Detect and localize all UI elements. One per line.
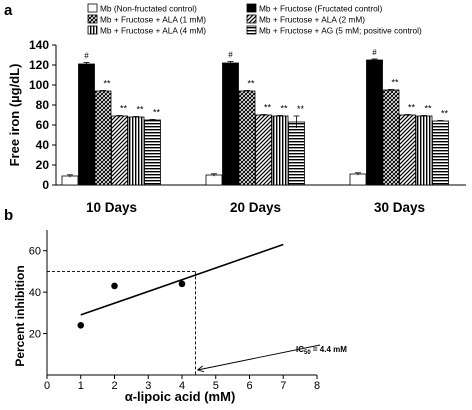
x-tick-label-b: 0 [44,380,50,392]
y-axis-label-b: Percent inhibition [13,265,27,366]
data-point [111,282,118,290]
significance-mark: ** [153,108,161,118]
x-categories-a: 10 Days 20 Days 30 Days [86,200,425,215]
bar [61,175,79,186]
x-category-label: 10 Days [86,200,137,215]
bar [382,89,400,186]
bar [432,120,449,186]
y-tick-label: 0 [42,178,49,192]
legend-swatch [87,14,98,24]
y-tick-label: 100 [29,78,49,92]
significance-mark: ** [280,104,288,114]
x-tick-label-b: 3 [145,380,151,392]
legend-swatch [87,25,98,35]
legend-swatch [87,3,98,13]
y-ticks-a: 0 20 40 60 80 100 120 140 [29,38,56,192]
y-tick-label: 60 [36,118,50,132]
significance-mark: ** [408,103,416,113]
y-tick-label: 120 [29,58,49,72]
bar [399,114,416,186]
y-tick-label-b: 60 [29,246,41,258]
x-category-label: 30 Days [374,200,425,215]
legend: Mb (Non-fructated control) Mb + Fructose … [87,3,422,36]
significance-mark: ** [424,104,432,114]
panel-label-b: b [4,207,13,224]
x-tick-label-b: 1 [78,380,84,392]
annotation-arrow-head [197,365,205,373]
legend-entry: Mb (Non-fructated control) [100,4,197,14]
y-tick-label-b: 40 [29,287,41,299]
x-tick-label-b: 8 [314,380,320,392]
significance-mark: ** [136,105,144,115]
bars-a: # # # ** ** ** ** ** ** ** ** ** ** ** ** [61,48,449,186]
x-tick-label-b: 7 [280,380,286,392]
x-axis-label-b: α-lipoic acid (mM) [125,389,236,404]
significance-mark: ** [103,79,111,89]
ic50-sub: 50 [304,350,311,356]
legend-entry: Mb + Fructose + ALA (4 mM) [100,26,206,36]
y-tick-label: 140 [29,38,49,52]
y-tick-label: 20 [36,158,50,172]
legend-entry: Mb + Fructose + AG (5 mM; positive contr… [259,26,422,36]
fit-line [80,243,284,316]
panel-label-a: a [4,2,13,19]
data-point [77,321,85,329]
x-tick-label-b: 6 [246,380,252,392]
x-tick-label-b: 5 [213,380,219,392]
bar [349,173,367,186]
legend-entry: Mb + Fructose (Fructated control) [259,4,383,14]
significance-mark: # [228,51,233,60]
bar [127,116,145,186]
bar [255,114,272,186]
bar [205,174,223,186]
bar [238,90,256,186]
legend-swatch [246,14,257,24]
significance-mark: ** [441,109,449,119]
y-tick-label-b: 20 [29,329,41,341]
ic50-suffix: = 4.4 mM [311,345,348,354]
ic50-annotation: IC50 = 4.4 mM [296,345,347,356]
bar [144,119,161,186]
plot-b [47,243,321,375]
legend-swatch [246,3,257,13]
bar [271,115,289,186]
legend-swatch [246,25,257,35]
x-tick-label-b: 2 [111,380,117,392]
significance-mark: # [372,48,377,57]
bar [78,63,95,186]
bar [111,115,128,186]
legend-entry: Mb + Fructose + ALA (1 mM) [100,15,206,25]
bar [94,90,112,186]
y-axis-label: Free iron (µg/dL) [7,64,22,167]
annotation-arrow-line [197,344,321,371]
ticks-b: 0 1 2 3 4 5 6 7 8 20 40 60 [29,246,320,392]
significance-mark: ** [391,78,399,88]
significance-mark: ** [264,103,272,113]
x-tick-label-b: 4 [179,380,185,392]
data-point [178,280,186,288]
y-tick-label: 80 [36,98,50,112]
bar [222,62,239,186]
significance-mark: ** [247,79,255,89]
legend-entry: Mb + Fructose + ALA (2 mM) [259,15,365,25]
x-category-label: 20 Days [230,200,281,215]
significance-mark: # [84,52,89,61]
ic50-prefix: IC [296,345,304,354]
y-tick-label: 40 [36,138,50,152]
bar [288,121,305,186]
significance-mark: ** [297,104,305,114]
bar [366,59,383,186]
axes-b [46,230,317,376]
significance-mark: ** [120,104,128,114]
bar [415,115,433,186]
